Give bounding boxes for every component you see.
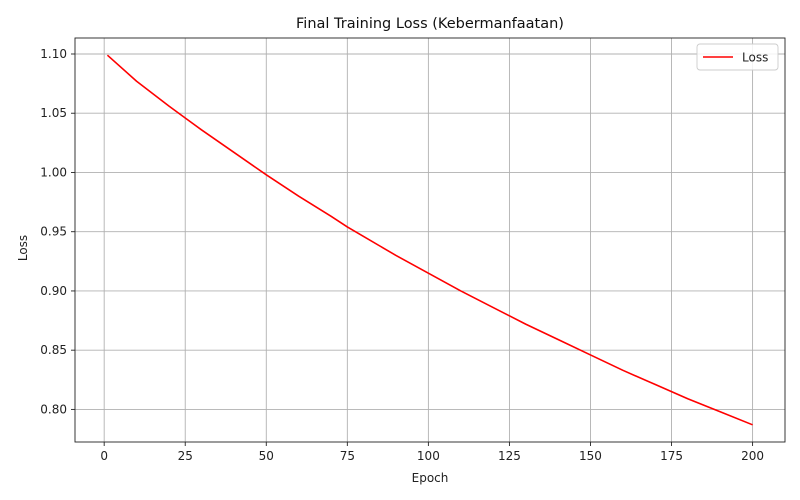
legend-box [696,43,779,71]
x-tick-label: 25 [178,449,193,463]
y-axis: 0.80 0.85 0.90 0.95 1.00 1.05 1.10 [40,47,75,416]
x-tick-label: 200 [741,449,764,463]
y-tick-label: 1.00 [40,165,67,179]
x-tick-label: 50 [259,449,274,463]
x-axis-label: Epoch [412,471,449,485]
y-tick-label: 0.85 [40,343,67,357]
y-tick-label: 0.80 [40,402,67,416]
x-tick-label: 0 [100,449,108,463]
y-axis-label: Loss [16,235,30,261]
plot-frame [74,37,786,443]
x-tick-label: 75 [340,449,355,463]
y-tick-label: 0.95 [40,225,67,239]
series-layer [106,54,753,426]
series-line-loss [106,54,753,426]
y-tick-label: 0.90 [40,284,67,298]
x-axis: 0 25 50 75 100 125 150 175 200 [100,442,764,463]
x-tick-label: 150 [579,449,602,463]
chart-title: Final Training Loss (Kebermanfaatan) [296,16,564,32]
x-tick-label: 125 [498,449,521,463]
x-tick-label: 175 [660,449,683,463]
legend-label-loss: Loss [742,51,768,65]
x-tick-label: 100 [417,449,440,463]
y-tick-label: 1.10 [40,47,67,61]
y-tick-label: 1.05 [40,106,67,120]
legend: Loss [696,43,779,71]
grid-lines [75,38,785,442]
